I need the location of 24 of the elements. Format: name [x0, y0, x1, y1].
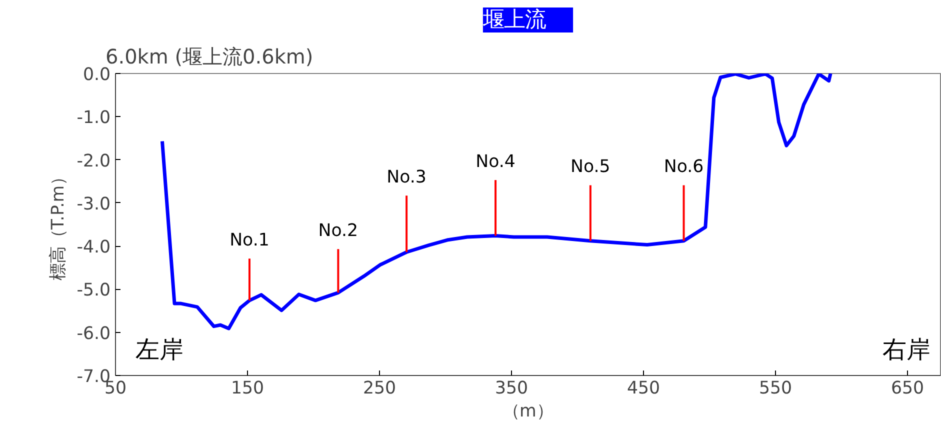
annotation: No.3 [386, 168, 426, 188]
line-series [160, 74, 832, 330]
annotation: No.2 [318, 221, 358, 242]
x-tick-label: 150 [230, 378, 264, 398]
y-tick-label: -1.0 [76, 108, 110, 128]
y-tick-label: -4.0 [76, 238, 110, 258]
annotation: No.6 [664, 157, 704, 178]
chart-subtitle: 堰上流 [482, 8, 546, 32]
x-axis-title: （m） [502, 402, 554, 422]
x-tick-label: 350 [494, 378, 528, 398]
annotation: No.5 [570, 157, 610, 178]
y-tick-label: -3.0 [76, 194, 110, 214]
x-tick-label: 550 [758, 378, 792, 398]
y-tick-label: -5.0 [76, 280, 110, 301]
annotation: 右岸 [882, 336, 930, 364]
x-tick-label: 450 [626, 378, 660, 398]
annotation: No.1 [230, 230, 270, 251]
y-tick-label: -6.0 [76, 324, 110, 344]
annotation: No.4 [476, 152, 516, 172]
x-tick-label: 650 [890, 378, 924, 398]
x-tick-label: 250 [362, 378, 396, 398]
y-axis-title: 標高（T.P.m） [48, 168, 69, 281]
annotation: 左岸 [136, 336, 184, 364]
y-tick-label: -2.0 [76, 151, 110, 172]
